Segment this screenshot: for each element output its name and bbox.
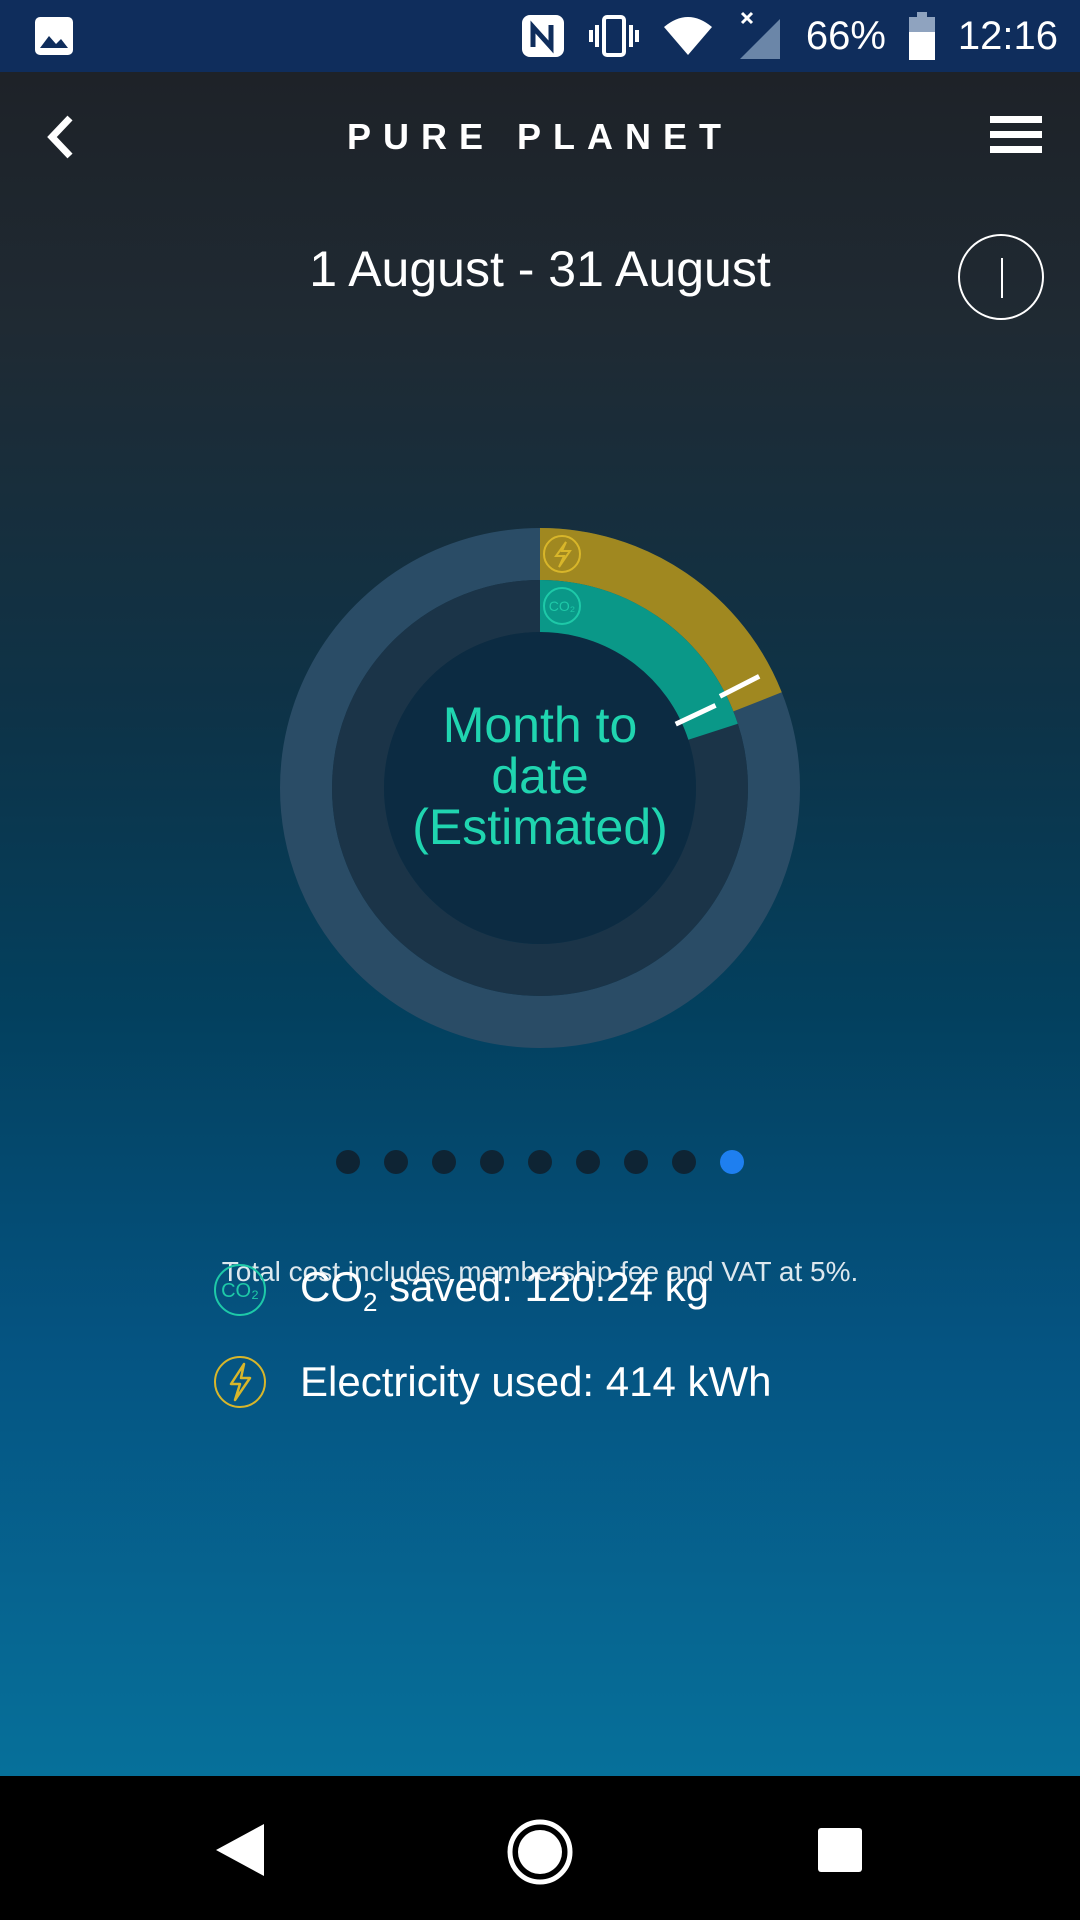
arc-electricity-icon: [543, 535, 581, 573]
co2-arc: [539, 580, 738, 741]
center-label-line2: date: [491, 748, 589, 804]
info-button[interactable]: [958, 234, 1044, 320]
co2-saved-text: CO2 saved: 120.24 kg: [300, 1263, 709, 1318]
app-title: PURE PLANET: [346, 116, 734, 157]
electricity-arc: [539, 528, 782, 712]
page-dot[interactable]: [432, 1150, 456, 1174]
center-label-line1: Month to: [442, 697, 638, 753]
electricity-used-text: Electricity used: 414 kWh: [300, 1358, 772, 1405]
clock: 12:16: [957, 13, 1058, 58]
electricity-summary-row: Electricity used: 414 kWh: [212, 1354, 772, 1410]
svg-text:CO₂: CO₂: [221, 1280, 259, 1302]
battery-percent: 66%: [805, 13, 886, 58]
center-label-line3: (Estimated): [412, 799, 668, 855]
back-button[interactable]: [40, 112, 90, 162]
co2-arc-marker: [674, 703, 717, 727]
co2-prefix: CO: [300, 1262, 363, 1310]
page-dot[interactable]: [720, 1150, 744, 1174]
menu-button[interactable]: [990, 114, 1042, 156]
chart-center-label: Month to date (Estimated): [380, 700, 700, 853]
page-dot[interactable]: [336, 1150, 360, 1174]
page-indicator: [0, 1150, 1080, 1174]
nav-home-button[interactable]: [506, 1818, 574, 1886]
wifi-icon: [663, 17, 712, 55]
nfc-icon: [521, 15, 564, 57]
electricity-icon: [214, 1356, 266, 1408]
nav-back-button[interactable]: [214, 1822, 266, 1878]
nav-recents-button[interactable]: [816, 1826, 864, 1874]
home-circle-icon: [507, 1819, 573, 1885]
app-screen: PURE PLANET 1 August - 31 August CO₂: [0, 72, 1080, 1776]
hamburger-menu-icon: [990, 116, 1042, 153]
usage-donut-chart: CO₂: [280, 528, 800, 1048]
info-icon: [1001, 258, 1003, 298]
back-triangle-icon: [216, 1824, 264, 1876]
co2-value: saved: 120.24 kg: [377, 1262, 710, 1310]
system-nav-bar: [0, 1776, 1080, 1920]
page-dot[interactable]: [528, 1150, 552, 1174]
signal-icon: [739, 11, 780, 59]
co2-summary-row: CO₂ CO2 saved: 120.24 kg: [212, 1262, 709, 1318]
co2-subscript: 2: [363, 1286, 378, 1317]
chart-center: [384, 632, 696, 944]
page-dot[interactable]: [576, 1150, 600, 1174]
status-bar: 66% 12:16: [0, 0, 1080, 72]
date-range: 1 August - 31 August: [309, 241, 771, 297]
svg-text:CO₂: CO₂: [549, 598, 575, 614]
gallery-icon: [35, 17, 73, 55]
page-dot[interactable]: [480, 1150, 504, 1174]
page-dot[interactable]: [384, 1150, 408, 1174]
chevron-left-icon: [47, 115, 73, 159]
electricity-arc-marker: [718, 674, 761, 699]
page-dot[interactable]: [624, 1150, 648, 1174]
arc-co2-icon: CO₂: [543, 587, 581, 625]
cost-note: Total cost includes membership fee and V…: [221, 1256, 859, 1287]
battery-icon: [908, 12, 935, 60]
app-header: PURE PLANET: [0, 72, 1080, 200]
page-dot[interactable]: [672, 1150, 696, 1174]
co2-icon: CO₂: [214, 1264, 266, 1316]
vibrate-icon: [588, 15, 639, 57]
recents-square-icon: [818, 1828, 862, 1872]
